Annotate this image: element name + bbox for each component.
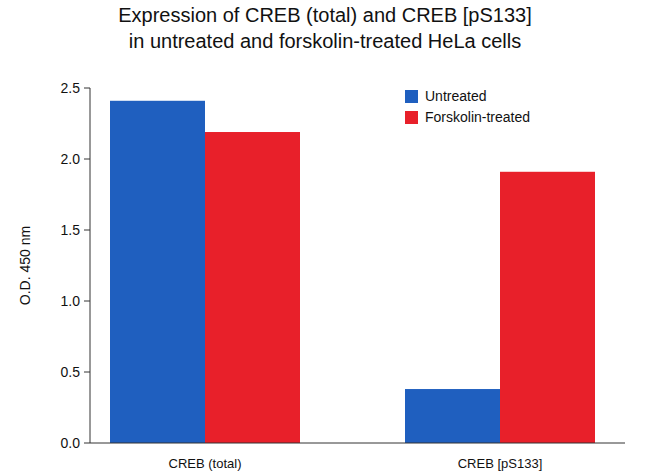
y-tick-label: 1.0: [61, 293, 81, 309]
y-tick-label: 1.5: [61, 222, 81, 238]
bar: [500, 172, 595, 443]
bar: [110, 101, 205, 443]
legend-label: Untreated: [425, 88, 486, 104]
legend-label: Forskolin-treated: [425, 109, 530, 125]
bars: [110, 101, 595, 443]
y-tick: [84, 159, 90, 160]
x-tick-label: CREB [pS133]: [458, 456, 543, 471]
y-tick-label: 0.5: [61, 364, 81, 380]
x-tick-label: CREB (total): [169, 456, 242, 471]
bar: [205, 132, 300, 443]
y-tick-label: 2.0: [61, 151, 81, 167]
bar: [405, 389, 500, 443]
title: in untreated and forskolin-treated HeLa …: [129, 30, 521, 52]
y-tick: [84, 88, 90, 89]
y-tick-label: 2.5: [61, 80, 81, 96]
y-tick: [84, 443, 90, 444]
legend-swatch: [405, 111, 418, 124]
y-axis: [90, 88, 91, 443]
y-tick: [84, 230, 90, 231]
y-tick-label: 0.0: [61, 435, 81, 451]
x-axis: [90, 443, 625, 444]
y-tick: [84, 301, 90, 302]
legend-swatch: [405, 90, 418, 103]
y-axis-label: O.D. 450 nm: [17, 226, 33, 305]
y-tick: [84, 372, 90, 373]
title: Expression of CREB (total) and CREB [pS1…: [118, 4, 532, 26]
